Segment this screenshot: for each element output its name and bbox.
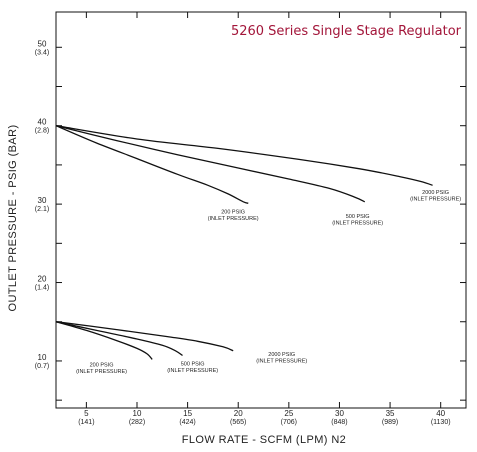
y-tick-label-3: 40 (38, 118, 47, 127)
x-axis-title: FLOW RATE - SCFM (LPM) N2 (182, 434, 346, 446)
curve-label-inlet-2: (INLET PRESSURE) (410, 196, 461, 202)
x-tick-sublabel-3: (565) (230, 419, 246, 426)
curve-label-pressure-2: 2000 PSIG (422, 190, 449, 196)
y-tick-sublabel-0: (0.7) (35, 363, 49, 370)
curve-label-pressure-3: 200 PSIG (90, 362, 114, 368)
y-tick-label-1: 20 (38, 275, 47, 284)
curve-label-inlet-1: (INLET PRESSURE) (332, 221, 383, 227)
x-tick-label-5: 30 (335, 409, 344, 418)
ticks: 10(0.7)20(1.4)30(2.1)40(2.8)50(3.4)5(141… (35, 12, 466, 426)
curve-label-inlet-0: (INLET PRESSURE) (208, 216, 259, 222)
x-tick-sublabel-4: (706) (281, 419, 297, 426)
y-tick-sublabel-3: (2.8) (35, 128, 49, 135)
x-tick-sublabel-2: (424) (179, 419, 195, 426)
curve-label-inlet-5: (INLET PRESSURE) (256, 359, 307, 365)
y-tick-label-0: 10 (38, 353, 47, 362)
x-tick-sublabel-6: (989) (382, 419, 398, 426)
y-tick-sublabel-2: (2.1) (35, 206, 49, 213)
x-tick-label-2: 15 (183, 409, 192, 418)
curve-label-inlet-3: (INLET PRESSURE) (76, 369, 127, 375)
x-tick-sublabel-5: (848) (331, 419, 347, 426)
x-tick-sublabel-7: (1130) (431, 419, 451, 426)
chart-title: 5260 Series Single Stage Regulator (231, 24, 462, 39)
curve-label-pressure-5: 2000 PSIG (268, 352, 295, 358)
curve-line-4 (55, 321, 183, 357)
x-tick-label-4: 25 (284, 409, 293, 418)
y-tick-label-4: 50 (38, 39, 47, 48)
x-tick-sublabel-1: (282) (129, 419, 145, 426)
y-tick-sublabel-1: (1.4) (35, 285, 49, 292)
y-tick-sublabel-4: (3.4) (35, 49, 49, 56)
curve-label-inlet-4: (INLET PRESSURE) (167, 368, 218, 374)
x-tick-label-1: 10 (133, 409, 142, 418)
curve-line-2 (55, 125, 433, 186)
plot-frame (55, 11, 467, 409)
curve-line-1 (55, 125, 366, 203)
curve-line-3 (55, 321, 153, 360)
curve-label-pressure-1: 500 PSIG (346, 214, 370, 220)
curve-line-5 (55, 321, 234, 352)
y-axis-title: OUTLET PRESSURE - PSIG (BAR) (7, 124, 19, 311)
curve-line-0 (55, 125, 249, 204)
x-tick-label-6: 35 (386, 409, 395, 418)
curve-label-pressure-4: 500 PSIG (181, 362, 205, 368)
y-tick-label-2: 30 (38, 196, 47, 205)
x-tick-sublabel-0: (141) (78, 419, 94, 426)
x-tick-label-7: 40 (436, 409, 445, 418)
curve-label-pressure-0: 200 PSIG (221, 210, 245, 216)
x-tick-label-0: 5 (84, 409, 89, 418)
axes (55, 11, 467, 409)
curve-labels: 200 PSIG(INLET PRESSURE) 500 PSIG(INLET P… (76, 190, 461, 375)
x-tick-label-3: 20 (234, 409, 243, 418)
curves (55, 125, 433, 360)
